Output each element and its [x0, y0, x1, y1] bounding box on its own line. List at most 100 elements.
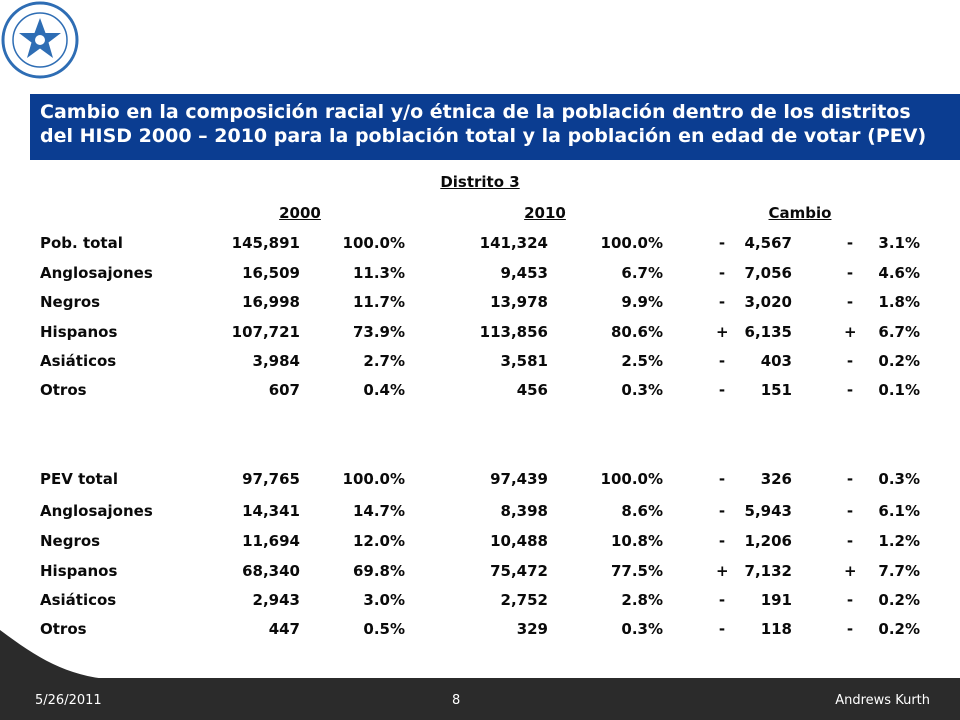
percent-2010: 77.5% — [610, 562, 663, 580]
percent-2010: 2.8% — [621, 591, 663, 609]
change-percent: 0.3% — [878, 470, 920, 488]
row-label: Anglosajones — [40, 502, 153, 520]
change-percent-sign: - — [846, 352, 854, 370]
table-row: Otros 447 0.5% 329 0.3% - 118 - 0.2% — [0, 620, 960, 640]
change-percent: 1.2% — [878, 532, 920, 550]
change-count-sign: - — [718, 381, 726, 399]
table-row: Hispanos 107,721 73.9% 113,856 80.6% +6,135 +6… — [0, 323, 960, 343]
change-count-sign: - — [718, 264, 726, 282]
table-row: Otros 607 0.4% 456 0.3% - 151 - 0.1% — [0, 381, 960, 401]
percent-2010: 9.9% — [621, 293, 663, 311]
change-count: 5,943 — [744, 502, 792, 520]
change-count-sign: - — [718, 234, 726, 252]
footer-page-number: 8 — [452, 693, 461, 708]
percent-2000: 69.8% — [352, 562, 405, 580]
percent-2010: 8.6% — [621, 502, 663, 520]
change-percent-sign: - — [846, 470, 854, 488]
count-2010: 141,324 — [479, 234, 548, 252]
change-count: 4,567 — [744, 234, 792, 252]
percent-2010: 0.3% — [621, 620, 663, 638]
count-2000: 16,509 — [242, 264, 300, 282]
change-count-sign: - — [718, 591, 726, 609]
percent-2010: 100.0% — [600, 470, 663, 488]
count-2000: 68,340 — [242, 562, 300, 580]
page-title: Cambio en la composición racial y/o étni… — [40, 101, 927, 147]
count-2000: 16,998 — [242, 293, 300, 311]
percent-2000: 0.5% — [363, 620, 405, 638]
table-row: Anglosajones 16,509 11.3% 9,453 6.7% -7,056-4… — [0, 264, 960, 284]
change-count: 403 — [760, 352, 792, 370]
change-percent-sign: - — [846, 502, 854, 520]
count-2010: 75,472 — [490, 562, 548, 580]
change-percent-sign: - — [846, 591, 854, 609]
change-count-sign: - — [718, 293, 726, 311]
change-count-sign: - — [718, 532, 726, 550]
row-label: Otros — [40, 620, 87, 638]
percent-2010: 80.6% — [610, 323, 663, 341]
table-row: Pob. total 145,891 100.0% 141,324 100.0% -4,5… — [0, 234, 960, 254]
table-row: Negros 16,998 11.7% 13,978 9.9% -3,020-1.8% — [0, 293, 960, 313]
change-percent-sign: + — [844, 323, 857, 341]
percent-2000: 0.4% — [363, 381, 405, 399]
change-percent-sign: - — [846, 532, 854, 550]
count-2000: 11,694 — [242, 532, 300, 550]
change-count: 151 — [760, 381, 792, 399]
count-2000: 607 — [268, 381, 300, 399]
percent-2010: 10.8% — [610, 532, 663, 550]
table-row: Hispanos 68,340 69.8% 75,472 77.5% +7,132 +7.7… — [0, 562, 960, 582]
change-count: 7,132 — [744, 562, 792, 580]
change-percent-sign: - — [846, 234, 854, 252]
table-row: Anglosajones 14,341 14.7% 8,398 8.6% -5,943-6… — [0, 502, 960, 522]
count-2010: 9,453 — [500, 264, 548, 282]
count-2000: 447 — [268, 620, 300, 638]
count-2000: 97,765 — [242, 470, 300, 488]
change-percent: 6.1% — [878, 502, 920, 520]
change-count-sign: - — [718, 470, 726, 488]
percent-2000: 14.7% — [352, 502, 405, 520]
change-count: 6,135 — [744, 323, 792, 341]
change-count-sign: + — [716, 562, 729, 580]
percent-2000: 11.3% — [352, 264, 405, 282]
change-percent: 0.1% — [878, 381, 920, 399]
count-2010: 97,439 — [490, 470, 548, 488]
change-count: 1,206 — [744, 532, 792, 550]
count-2010: 113,856 — [479, 323, 548, 341]
change-count-sign: + — [716, 323, 729, 341]
count-2010: 10,488 — [490, 532, 548, 550]
row-label: Otros — [40, 381, 87, 399]
count-2000: 145,891 — [231, 234, 300, 252]
change-count: 3,020 — [744, 293, 792, 311]
change-count: 118 — [760, 620, 792, 638]
count-2000: 2,943 — [252, 591, 300, 609]
percent-2000: 11.7% — [352, 293, 405, 311]
change-percent: 7.7% — [878, 562, 920, 580]
row-label: Asiáticos — [40, 591, 117, 609]
change-percent: 1.8% — [878, 293, 920, 311]
change-percent-sign: - — [846, 293, 854, 311]
percent-2000: 12.0% — [352, 532, 405, 550]
change-count-sign: - — [718, 352, 726, 370]
row-label: Asiáticos — [40, 352, 117, 370]
change-percent-sign: - — [846, 620, 854, 638]
change-percent: 0.2% — [878, 620, 920, 638]
change-count-sign: - — [718, 620, 726, 638]
change-percent: 6.7% — [878, 323, 920, 341]
footer-bar — [0, 678, 960, 720]
change-percent-sign: - — [846, 381, 854, 399]
percent-2010: 6.7% — [621, 264, 663, 282]
footer-author: Andrews Kurth — [835, 693, 930, 708]
row-label: Negros — [40, 532, 101, 550]
change-percent: 3.1% — [878, 234, 920, 252]
header-change: Cambio — [768, 204, 832, 222]
header-2010: 2010 — [524, 204, 566, 222]
percent-2010: 2.5% — [621, 352, 663, 370]
count-2000: 3,984 — [252, 352, 300, 370]
change-count-sign: - — [718, 502, 726, 520]
count-2000: 14,341 — [242, 502, 300, 520]
change-count: 191 — [760, 591, 792, 609]
row-label: Hispanos — [40, 562, 118, 580]
percent-2000: 100.0% — [342, 234, 405, 252]
row-label: Hispanos — [40, 323, 118, 341]
change-percent-sign: + — [844, 562, 857, 580]
percent-2000: 73.9% — [352, 323, 405, 341]
